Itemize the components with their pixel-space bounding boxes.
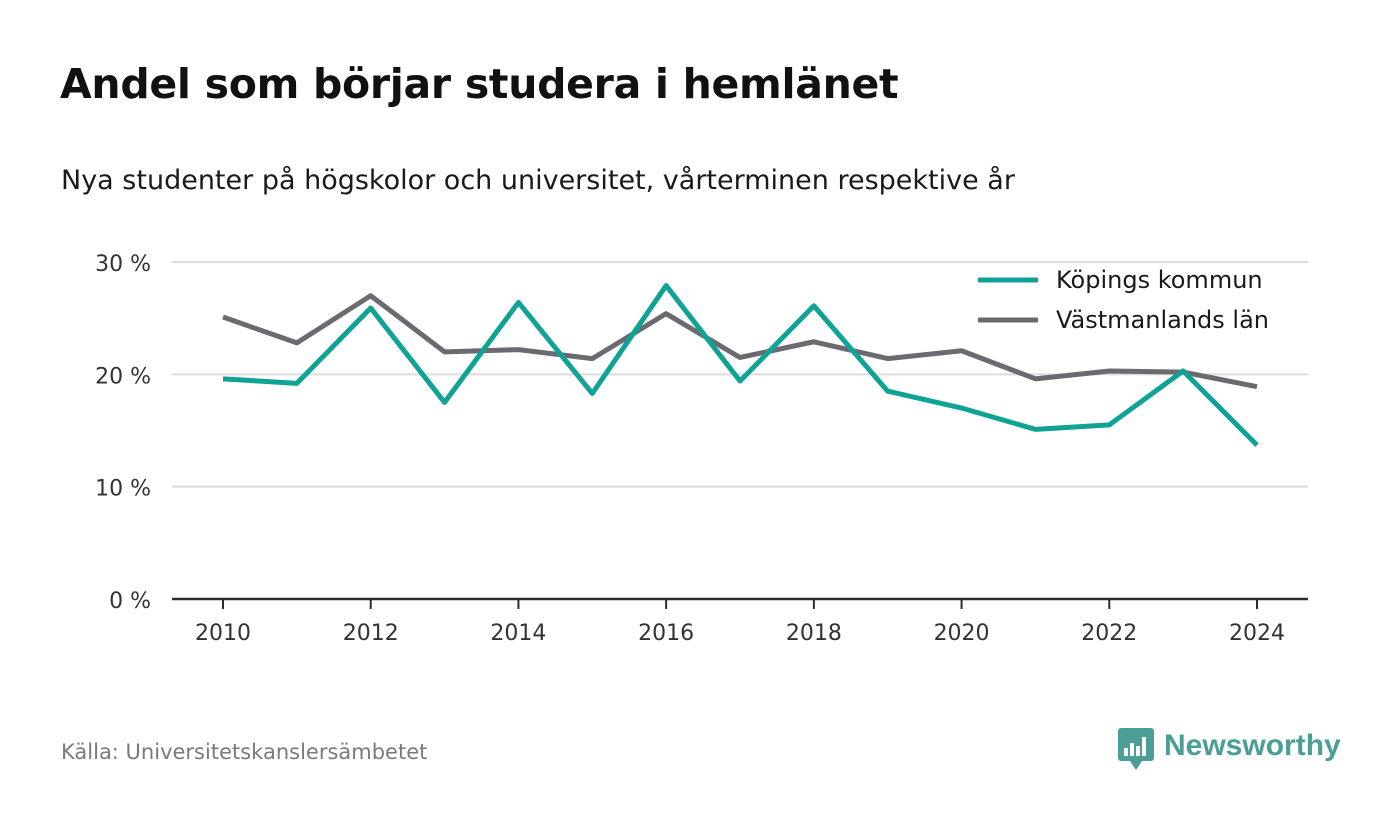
x-tick-label: 2010 (195, 621, 251, 646)
series-line-vastmanlands-lan (222, 293, 1258, 390)
source-note: Källa: Universitetskanslersämbetet (61, 740, 428, 764)
line-chart: 0 % 10 % 20 % 30 % 2010 2012 2014 2016 2018 2020 2… (95, 252, 1308, 646)
x-tick-label: 2016 (638, 621, 694, 646)
y-tick-label: 10 % (95, 477, 151, 502)
brand-name: Newsworthy (1164, 729, 1341, 762)
x-tick-label: 2018 (786, 621, 842, 646)
x-tick-label: 2020 (934, 621, 990, 646)
y-tick-label: 0 % (109, 589, 151, 614)
y-tick-label: 30 % (95, 252, 151, 277)
series-line-kopings-kommun (222, 283, 1259, 447)
x-tick-label: 2012 (343, 621, 399, 646)
brand-logo: Newsworthy (1118, 728, 1341, 772)
x-tick-label: 2024 (1229, 621, 1285, 646)
chart-subtitle: Nya studenter på högskolor och universit… (61, 165, 1015, 196)
legend-label: Västmanlands län (1056, 306, 1269, 334)
legend-label: Köpings kommun (1056, 266, 1263, 294)
chart-title: Andel som börjar studera i hemlänet (60, 60, 899, 108)
x-tick-label: 2014 (490, 621, 546, 646)
x-tick-label: 2022 (1081, 621, 1137, 646)
y-tick-label: 20 % (95, 364, 151, 389)
newsworthy-logo-icon (1118, 728, 1154, 770)
